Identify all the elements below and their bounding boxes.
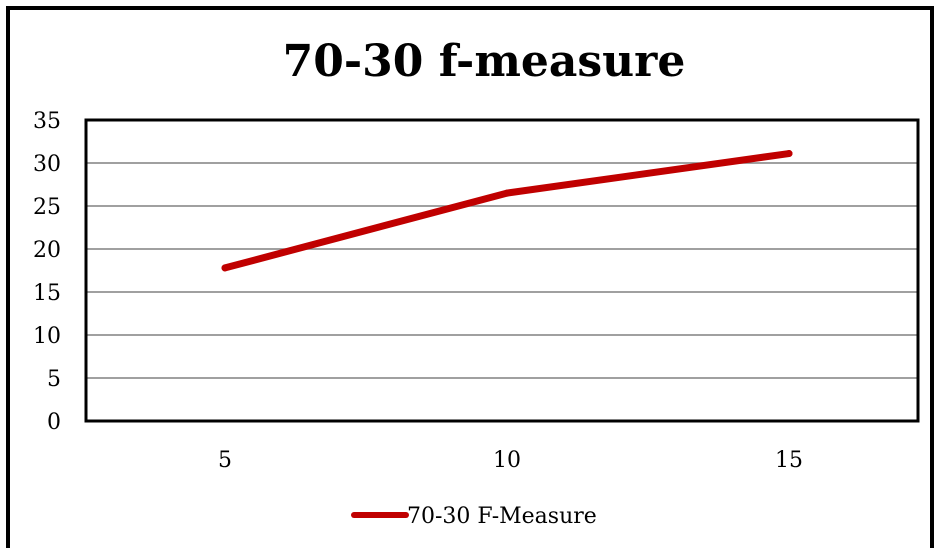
plot-area-frame	[84, 118, 920, 423]
chart-title: 70-30 f-measure	[283, 36, 686, 87]
y-axis-tick-labels: 0 5 10 15 20 25 30 35	[33, 109, 61, 435]
y-tick-label: 30	[33, 152, 61, 177]
data-point	[221, 264, 229, 272]
gridlines	[86, 162, 918, 379]
y-tick-label: 5	[47, 367, 61, 392]
y-tick-label: 0	[47, 410, 61, 435]
y-tick-label: 25	[33, 195, 61, 220]
y-tick-label: 10	[33, 324, 61, 349]
data-point	[503, 189, 511, 197]
x-axis-tick-labels: 5 10 15	[218, 448, 803, 473]
x-tick-label: 5	[218, 448, 232, 473]
chart-outer-frame	[6, 6, 934, 552]
x-tick-label: 10	[493, 448, 521, 473]
data-point	[785, 150, 793, 158]
x-tick-label: 15	[775, 448, 803, 473]
legend-label: 70-30 F-Measure	[407, 504, 597, 529]
y-tick-label: 20	[33, 238, 61, 263]
y-tick-label: 15	[33, 281, 61, 306]
series-group	[221, 150, 793, 272]
y-tick-label: 35	[33, 109, 61, 134]
legend: 70-30 F-Measure	[351, 504, 597, 529]
